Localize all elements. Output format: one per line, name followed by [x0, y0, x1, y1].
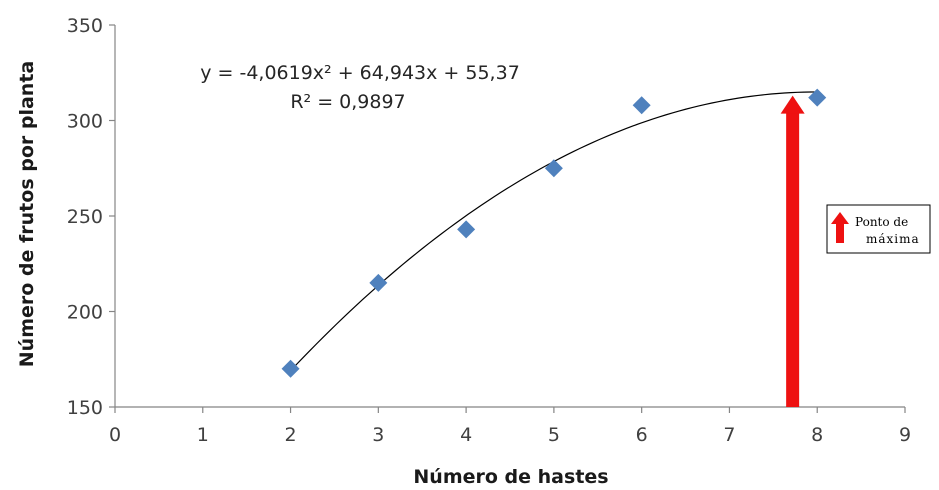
data-point-marker [544, 159, 563, 178]
x-tick-label: 9 [899, 424, 911, 446]
x-tick-label: 2 [285, 424, 297, 446]
x-axis-tick-labels: 0 1 2 3 4 5 6 7 8 9 [109, 424, 911, 446]
trendline [290, 91, 818, 372]
data-point-marker [808, 88, 827, 107]
y-axis-ticks [109, 24, 115, 408]
x-tick-label: 0 [109, 424, 121, 446]
y-tick-label: 150 [67, 397, 103, 419]
x-axis-ticks [114, 407, 906, 413]
x-axis-title: Número de hastes [413, 466, 608, 488]
x-tick-label: 3 [372, 424, 384, 446]
max-point-arrow-shaft [786, 112, 800, 408]
legend-label-line1: Ponto de [855, 215, 908, 229]
legend-frame [826, 204, 931, 254]
x-tick-label: 1 [197, 424, 209, 446]
x-tick-label: 6 [636, 424, 648, 446]
data-point-marker [632, 96, 651, 115]
trendline-r2: R² = 0,9897 [290, 91, 405, 113]
legend-arrow-head [831, 212, 849, 224]
max-point-arrow-head [780, 95, 805, 114]
legend-label-line2: máxima [866, 232, 920, 246]
x-tick-label: 4 [460, 424, 472, 446]
y-axis-tick-labels: 150 200 250 300 350 [67, 15, 103, 419]
y-tick-label: 200 [67, 302, 103, 324]
x-tick-label: 8 [811, 424, 823, 446]
data-point-marker [457, 220, 476, 239]
x-tick-label: 5 [548, 424, 560, 446]
x-tick-label: 7 [723, 424, 735, 446]
y-tick-label: 250 [67, 206, 103, 228]
max-point-arrow [780, 95, 805, 408]
trendline-equation: y = -4,0619x² + 64,943x + 55,37 [200, 62, 520, 84]
data-point-marker [369, 273, 388, 292]
y-tick-label: 350 [67, 15, 103, 37]
y-tick-label: 300 [67, 111, 103, 133]
legend: Ponto de máxima [826, 204, 931, 254]
data-point-marker [281, 359, 300, 378]
legend-arrow-shaft [836, 223, 844, 243]
y-axis-title: Número de frutos por planta [16, 61, 38, 367]
data-points [281, 88, 827, 378]
